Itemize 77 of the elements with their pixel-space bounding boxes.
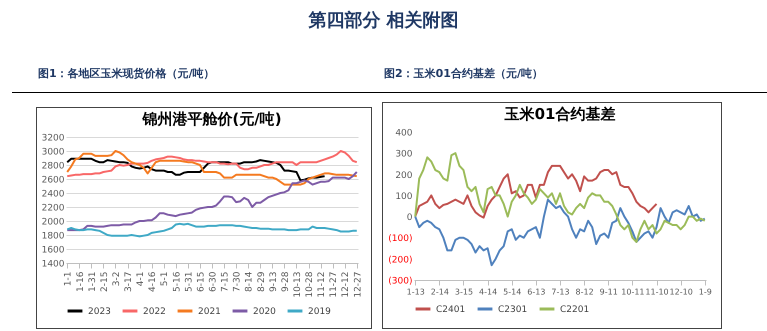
y-tick-label: 0 (406, 213, 413, 224)
legend-label: 2019 (308, 307, 332, 317)
x-tick-label: 12-10 (670, 288, 693, 296)
y-tick-label: 2600 (42, 176, 65, 186)
y-tick-label: 3200 (42, 134, 65, 144)
x-tick-label: 1-1 (64, 272, 74, 286)
x-tick-label: 1-31 (88, 272, 98, 292)
x-tick-label: 10-28 (305, 271, 316, 298)
line-series (414, 152, 706, 243)
y-tick-label: 1600 (42, 246, 65, 256)
y-tick-label: 100 (395, 192, 413, 202)
x-tick-label: 10-13 (292, 272, 303, 298)
y-tick-label: 400 (395, 128, 413, 138)
x-tick-label: 1-13 (406, 288, 425, 296)
y-tick-label: (100) (388, 234, 412, 244)
x-tick-label: 8-12 (576, 288, 594, 296)
legend-label: 2023 (88, 307, 111, 317)
legend-label: C2201 (560, 305, 590, 315)
y-tick-label: 1400 (42, 260, 65, 270)
x-tick-label: 12-12 (341, 272, 352, 298)
x-tick-label: 10-11 (621, 288, 645, 296)
x-tick-label: 12-27 (353, 272, 364, 298)
x-tick-label: 2-15 (100, 272, 110, 292)
x-tick-label: 5-31 (184, 272, 194, 292)
y-tick-label: 200 (395, 170, 413, 181)
x-tick-label: 4-16 (148, 271, 158, 292)
line-series (66, 222, 358, 238)
y-tick-label: 2000 (42, 218, 65, 228)
x-tick-label: 6-13 (527, 288, 546, 296)
x-tick-label: 6-15 (196, 272, 206, 292)
y-tick-label: 3000 (42, 148, 65, 158)
chart-subtitle: 图2：玉米01合约基差（元/吨） (384, 66, 543, 81)
y-tick-label: (200) (388, 255, 412, 266)
x-tick-label: 1-9 (698, 288, 712, 296)
line-series (66, 150, 358, 178)
x-tick-label: 7-15 (220, 272, 231, 292)
legend-label: C2401 (436, 305, 466, 315)
x-tick-label: 4-1 (136, 272, 146, 286)
line-series (414, 164, 658, 219)
chart-title: 玉米01合约基差 (504, 105, 616, 123)
line-series (66, 171, 358, 232)
x-tick-label: 11-12 (317, 272, 328, 298)
x-tick-label: 2-14 (430, 288, 449, 296)
x-tick-label: 4-14 (479, 288, 498, 296)
legend-label: 2020 (253, 307, 276, 317)
y-tick-label: (300) (388, 276, 412, 286)
y-tick-label: 300 (395, 150, 413, 160)
chart-subtitle: 图1：各地区玉米现货价格（元/吨） (38, 66, 215, 81)
x-tick-label: 9-28 (280, 271, 291, 292)
x-tick-label: 6-30 (208, 271, 218, 292)
x-tick-label: 7-13 (551, 288, 570, 296)
x-tick-label: 5-16 (172, 271, 182, 292)
legend-label: 2021 (198, 307, 221, 317)
x-tick-label: 9-13 (268, 272, 279, 292)
x-tick-label: 7-30 (232, 271, 243, 292)
x-tick-label: 3-17 (124, 272, 134, 292)
text: 第四部分 相关附图 (307, 9, 460, 32)
x-tick-label: 8-29 (256, 271, 267, 292)
x-tick-label: 11-27 (329, 272, 340, 298)
x-tick-label: 3-15 (454, 288, 474, 296)
y-tick-label: 2800 (42, 162, 65, 172)
y-tick-label: 2200 (42, 204, 65, 214)
legend-label: C2301 (498, 305, 528, 315)
x-tick-label: 5-14 (503, 288, 522, 296)
y-tick-label: 2400 (42, 190, 65, 200)
line-series (66, 158, 326, 182)
legend-label: 2022 (143, 307, 166, 317)
x-tick-label: 1-16 (76, 271, 86, 292)
x-tick-label: 9-11 (600, 288, 618, 296)
y-tick-label: 1800 (42, 232, 65, 242)
line-series (414, 198, 706, 266)
x-tick-label: 3-2 (112, 272, 122, 286)
line-series (66, 150, 358, 186)
chart-title: 锦州港平舱价(元/吨) (141, 110, 282, 128)
x-tick-label: 8-14 (244, 271, 255, 292)
x-tick-label: 11-10 (645, 288, 669, 296)
x-tick-label: 5-1 (160, 272, 170, 286)
